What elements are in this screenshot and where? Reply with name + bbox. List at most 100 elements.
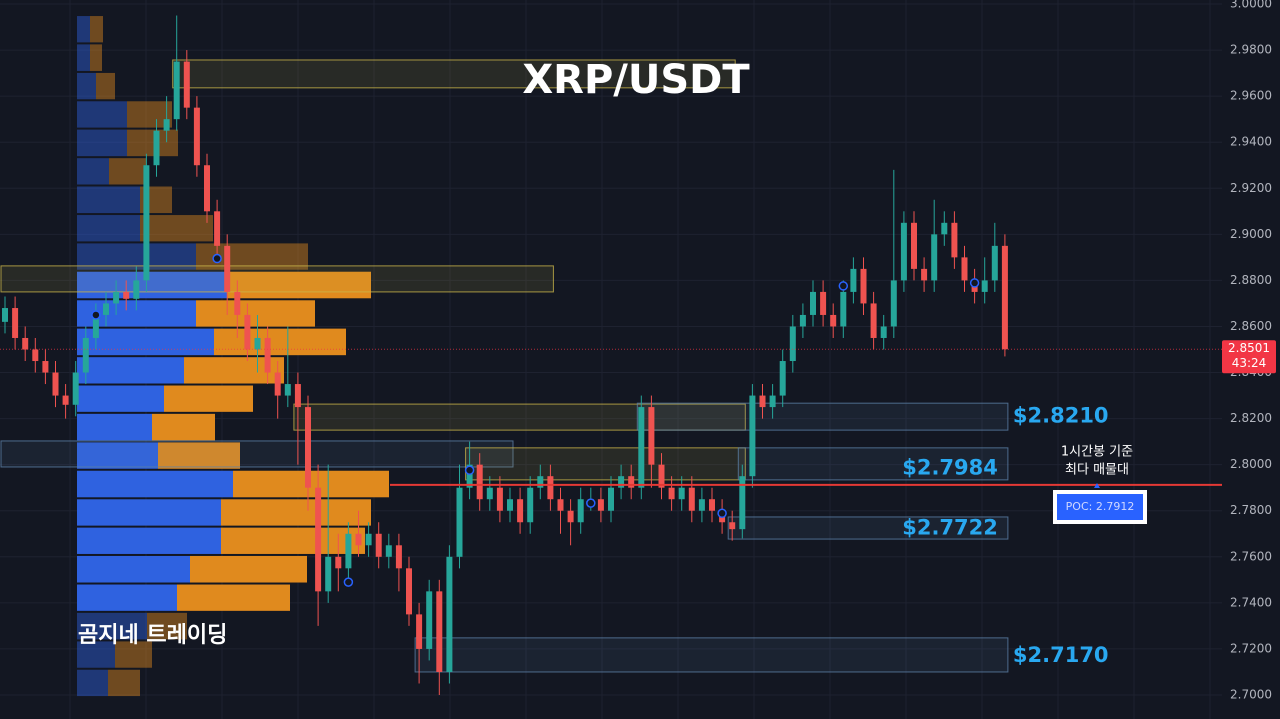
candle-body bbox=[325, 556, 332, 592]
candle-body bbox=[22, 337, 29, 350]
grid bbox=[0, 0, 1222, 719]
annotation: 최다 매물대 bbox=[1065, 463, 1129, 478]
poc-box bbox=[1057, 494, 1143, 520]
signal-marker bbox=[838, 281, 849, 291]
candle-body bbox=[123, 291, 130, 299]
y-tick-label: 2.9200 bbox=[1230, 181, 1272, 195]
candle-body bbox=[517, 499, 524, 523]
poc-pointer bbox=[1094, 483, 1100, 488]
zone-price-label: $2.8210 bbox=[1013, 403, 1109, 427]
candle-body bbox=[2, 308, 8, 322]
candle-body bbox=[991, 245, 998, 281]
candle-body bbox=[688, 487, 695, 511]
y-tick-label: 2.9000 bbox=[1230, 227, 1272, 241]
profile-down-bar bbox=[221, 527, 365, 554]
candle-body bbox=[759, 395, 766, 408]
candle-body bbox=[850, 268, 857, 292]
candle-body bbox=[638, 407, 645, 488]
candle-body bbox=[345, 533, 352, 569]
signal-marker bbox=[91, 310, 101, 320]
candle-body bbox=[577, 499, 584, 523]
profile-down-bar bbox=[190, 555, 307, 583]
candle-body bbox=[830, 314, 837, 327]
zone bbox=[465, 447, 746, 481]
candle-body bbox=[840, 291, 847, 327]
candle-body bbox=[214, 211, 221, 246]
candle-body bbox=[860, 268, 867, 304]
candle-body bbox=[244, 314, 251, 350]
annotation: 1시간봉 기준 bbox=[1061, 445, 1133, 460]
zone-price-label: $2.7170 bbox=[1013, 643, 1109, 667]
zone bbox=[727, 516, 1009, 540]
profile-down-bar bbox=[164, 385, 253, 412]
y-tick-label: 2.8800 bbox=[1230, 273, 1272, 287]
profile-down-bar bbox=[158, 442, 240, 469]
profile-up-bar bbox=[77, 470, 233, 498]
candle-body bbox=[355, 533, 362, 546]
poc-label: POC: 2.7912 bbox=[1066, 500, 1135, 513]
profile-down-bar bbox=[108, 669, 140, 697]
signal-marker bbox=[586, 498, 596, 508]
candle-body bbox=[941, 222, 948, 235]
candle-body bbox=[668, 487, 675, 500]
profile-down-bar bbox=[147, 612, 187, 640]
profile-up-bar bbox=[77, 555, 190, 583]
zone bbox=[0, 265, 554, 293]
candle-body bbox=[62, 395, 69, 405]
candle-body bbox=[274, 372, 281, 396]
chart-title: XRP/USDT bbox=[522, 57, 750, 103]
y-tick-label: 2.7600 bbox=[1230, 549, 1272, 563]
y-tick-label: 3.0000 bbox=[1230, 0, 1272, 11]
candle-body bbox=[749, 395, 756, 477]
y-tick-label: 2.8600 bbox=[1230, 319, 1272, 333]
candle-body bbox=[810, 291, 816, 315]
signal-marker bbox=[717, 508, 727, 519]
signal-marker bbox=[212, 253, 222, 264]
volume-profile bbox=[77, 16, 389, 697]
profile-up-bar bbox=[77, 271, 227, 299]
candle-body bbox=[466, 464, 473, 488]
candle-body bbox=[981, 280, 988, 292]
profile-down-bar bbox=[152, 413, 215, 441]
price-axis-labels: 2.7000 2.7200 2.7400 2.7600 2.7800 2.8000 2.82… bbox=[1230, 0, 1272, 702]
profile-down-bar bbox=[177, 584, 290, 611]
candle-body bbox=[557, 499, 564, 511]
candle-body bbox=[163, 119, 170, 131]
candle-body bbox=[92, 314, 99, 338]
candle-body bbox=[658, 464, 665, 488]
candle-body bbox=[779, 361, 786, 396]
candle-body bbox=[133, 280, 140, 299]
profile-up-bar bbox=[77, 413, 152, 441]
candle-body bbox=[537, 476, 544, 488]
profile-down-bar bbox=[227, 271, 371, 299]
candle-body bbox=[880, 326, 887, 338]
candle-body bbox=[446, 556, 453, 672]
candles bbox=[2, 15, 1008, 695]
candle-body bbox=[224, 245, 231, 292]
candle-body bbox=[799, 314, 806, 327]
candle-body bbox=[870, 303, 877, 338]
candle-body bbox=[739, 476, 746, 530]
candle-body bbox=[153, 130, 160, 166]
candle-body bbox=[284, 384, 291, 396]
current-price-box bbox=[1222, 340, 1276, 374]
profile-up-bar bbox=[77, 243, 196, 270]
profile-up-bar bbox=[77, 101, 127, 128]
profile-up-bar bbox=[77, 612, 147, 640]
profile-up-bar bbox=[77, 72, 96, 100]
candle-body bbox=[264, 337, 271, 373]
signal-marker bbox=[343, 577, 354, 587]
candle-body bbox=[648, 407, 655, 465]
candle-body bbox=[961, 257, 968, 281]
countdown-label: 43:24 bbox=[1232, 356, 1267, 370]
candle-body bbox=[406, 568, 412, 615]
profile-up-bar bbox=[77, 442, 158, 469]
candle-body bbox=[52, 372, 59, 396]
profile-up-bar bbox=[77, 385, 164, 412]
candle-body bbox=[628, 476, 635, 488]
profile-up-bar bbox=[77, 158, 109, 185]
candle-body bbox=[436, 591, 443, 672]
profile-up-bar bbox=[77, 328, 214, 356]
candle-body bbox=[72, 372, 79, 405]
